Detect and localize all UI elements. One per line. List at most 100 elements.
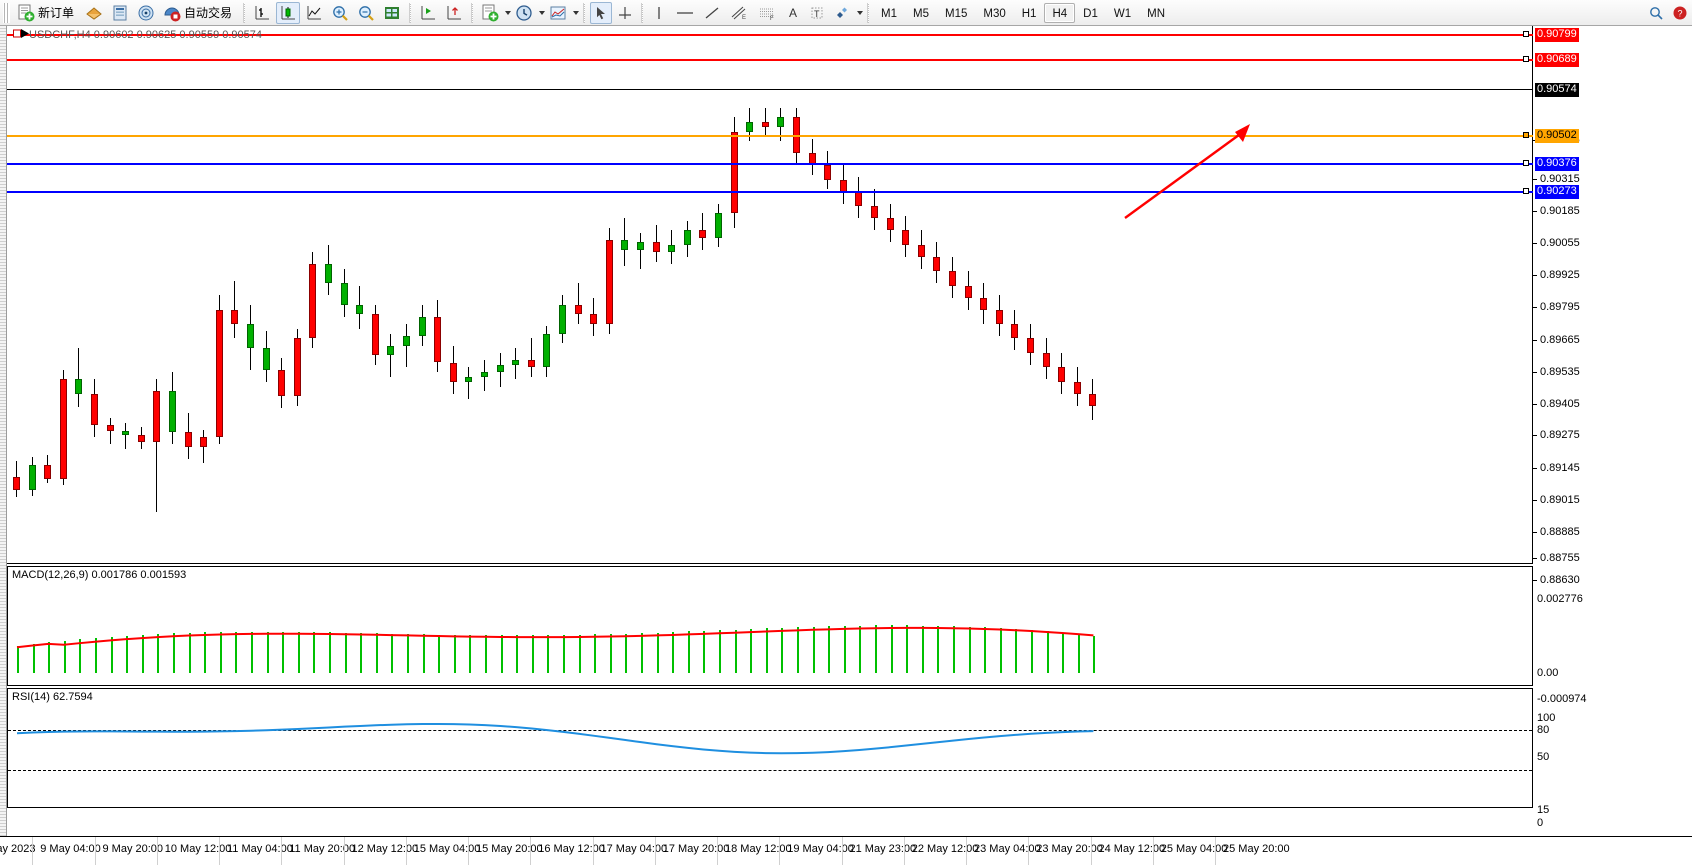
timeframe-button-h1[interactable]: H1 [1021, 7, 1037, 20]
fibonacci-button[interactable]: F [754, 2, 780, 24]
objects-button[interactable] [830, 2, 854, 24]
toolbar-separator-3 [471, 2, 474, 23]
price-level-line[interactable] [7, 135, 1533, 137]
price-level-handle[interactable] [1523, 188, 1529, 194]
time-axis-separator [94, 837, 96, 865]
indicators-button[interactable] [546, 2, 570, 24]
candlestick-chart-button[interactable] [276, 1, 301, 24]
timeframe-button-m5[interactable]: M5 [913, 7, 929, 20]
indicators-icon [550, 6, 566, 19]
time-axis-label: 23 May 04:00 [974, 843, 1041, 855]
price-level-line[interactable] [7, 191, 1533, 193]
macd-histogram-bar [703, 630, 706, 673]
candle-body [683, 230, 691, 245]
vertical-line-button[interactable] [648, 2, 670, 24]
zoom-out-button[interactable] [354, 2, 378, 24]
auto-scroll-button[interactable] [442, 2, 466, 24]
chart-area[interactable]: USDCHF,H4 0.90602 0.90625 0.90559 0.9057… [0, 26, 1692, 865]
macd-histogram-bar [641, 633, 643, 673]
time-axis-separator [903, 837, 905, 865]
price-level-line[interactable] [7, 34, 1533, 36]
bullish-trend-arrow[interactable] [1117, 116, 1257, 226]
expert-advisors-button[interactable] [82, 2, 106, 24]
macd-histogram-bar [235, 631, 238, 673]
time-axis-label: 21 May 23:00 [849, 843, 917, 855]
templates-button[interactable] [478, 2, 502, 24]
text-label-button[interactable]: T [806, 2, 828, 24]
macd-histogram-bar [63, 640, 66, 673]
time-axis-separator [156, 837, 158, 865]
objects-dropdown-caret[interactable] [857, 10, 864, 15]
macd-histogram-bar [609, 634, 612, 673]
timeframe-button-mn[interactable]: MN [1147, 7, 1165, 20]
bar-chart-button[interactable] [250, 2, 274, 24]
chart-vertical-scroll-grip[interactable] [0, 26, 7, 836]
macd-histogram-bar [407, 633, 409, 673]
navigator-button[interactable] [134, 2, 158, 24]
price-level-badge[interactable]: 0.90799 [1535, 28, 1579, 42]
timeframe-button-m15[interactable]: M15 [945, 7, 968, 20]
data-window-icon [385, 6, 400, 19]
macd-histogram-bar [141, 634, 144, 673]
macd-histogram-bar [812, 626, 815, 673]
price-pane[interactable]: USDCHF,H4 0.90602 0.90625 0.90559 0.9057… [7, 26, 1533, 564]
price-level-badge[interactable]: 0.90574 [1535, 83, 1579, 97]
price-level-handle[interactable] [1523, 56, 1529, 62]
macd-histogram-bar [79, 639, 82, 673]
price-level-handle[interactable] [1523, 160, 1529, 166]
candle-body [184, 432, 192, 447]
chart-shift-button[interactable] [416, 2, 440, 24]
new-order-button[interactable]: 新订单 [14, 2, 80, 24]
autotrading-button[interactable]: 自动交易 [160, 2, 238, 24]
timeframe-button-w1[interactable]: W1 [1113, 7, 1132, 20]
price-level-badge[interactable]: 0.90273 [1535, 185, 1579, 199]
time-axis-label: 23 May 20:00 [1036, 843, 1103, 855]
period-button[interactable] [512, 2, 536, 24]
data-window-button[interactable] [380, 2, 404, 24]
macd-histogram-bar [750, 628, 753, 673]
price-level-handle[interactable] [1523, 31, 1529, 37]
indicators-dropdown-caret[interactable] [573, 10, 580, 15]
period-dropdown-caret[interactable] [539, 10, 546, 15]
macd-histogram-bar [984, 627, 987, 673]
help-button[interactable]: ? [1669, 2, 1691, 24]
cursor-button[interactable] [590, 1, 613, 24]
trendline-button[interactable] [700, 2, 724, 24]
search-button[interactable] [1645, 2, 1667, 24]
price-axis[interactable]: 0.904450.903150.901850.900550.899250.897… [1533, 26, 1692, 836]
price-axis-tick: 0.89795 [1533, 301, 1580, 313]
rsi-pane[interactable]: RSI(14) 62.7594 [7, 688, 1533, 808]
time-axis-label: 22 May 12:00 [911, 843, 979, 855]
toolbar-grip[interactable] [3, 2, 10, 23]
crosshair-button[interactable] [614, 2, 636, 24]
candle-body [231, 309, 239, 325]
timeframe-button-m30[interactable]: M30 [983, 7, 1006, 20]
price-level-handle[interactable] [1523, 132, 1529, 138]
horizontal-line-button[interactable] [672, 2, 698, 24]
price-level-badge[interactable]: 0.90502 [1535, 129, 1579, 143]
market-watch-button[interactable] [108, 2, 132, 24]
price-level-badge[interactable]: 0.90376 [1535, 157, 1579, 171]
price-level-line[interactable] [7, 89, 1533, 90]
macd-pane[interactable]: MACD(12,26,9) 0.001786 0.001593 [7, 566, 1533, 686]
zoom-in-button[interactable] [328, 2, 352, 24]
navigator-icon [138, 5, 154, 20]
templates-dropdown-caret[interactable] [505, 10, 512, 15]
price-level-line[interactable] [7, 59, 1533, 61]
time-axis-separator [219, 837, 220, 865]
timeframe-button-h4[interactable]: H4 [1044, 2, 1076, 23]
macd-histogram-bar [828, 626, 831, 673]
time-axis-separator [468, 837, 469, 865]
price-level-badge[interactable]: 0.90689 [1535, 53, 1579, 67]
candle-body [995, 309, 1003, 325]
price-level-line[interactable] [7, 163, 1533, 165]
timeframe-button-m1[interactable]: M1 [881, 7, 898, 20]
equidistant-channel-button[interactable]: E [726, 2, 752, 24]
text-button[interactable]: A [782, 2, 804, 24]
macd-histogram-bar [360, 632, 363, 673]
candlestick-chart-icon [281, 5, 296, 19]
macd-histogram-bar [656, 632, 659, 673]
line-chart-button[interactable] [302, 2, 326, 24]
timeframe-button-d1[interactable]: D1 [1083, 7, 1098, 20]
